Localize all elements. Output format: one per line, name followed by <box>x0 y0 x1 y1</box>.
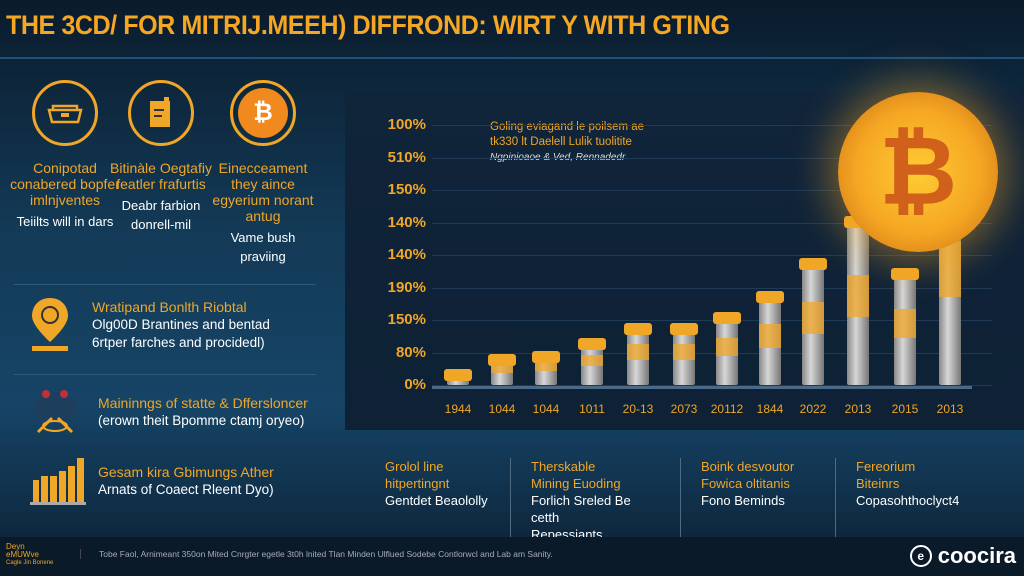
bar <box>444 369 472 385</box>
summary-col: Therskable Mining Euoding Forlich Sreled B… <box>510 458 680 543</box>
page-title: THE 3CD/ FOR MITRIJ.MEEH) DIFFROND: WIRT… <box>6 10 730 40</box>
gridline <box>432 385 992 386</box>
wallet-icon <box>32 80 98 146</box>
x-tick-label: 1044 <box>488 402 516 416</box>
bar <box>844 216 872 385</box>
y-tick-label: 140% <box>387 246 426 263</box>
feature-title: Conipotad conabered bopfer imlnjventes <box>10 160 120 208</box>
bar <box>670 322 698 385</box>
divider <box>0 57 1024 59</box>
bar <box>891 268 919 385</box>
gridline <box>432 320 992 321</box>
summary-col: Boink desvoutor Fowica oltitanis Fono Bemi… <box>680 458 835 543</box>
x-tick-label: 2013 <box>844 402 872 416</box>
divider <box>14 284 316 285</box>
feature-1: Conipotad conabered bopfer imlnjventes T… <box>10 80 120 231</box>
location-pin-icon <box>32 298 68 351</box>
y-tick-label: 150% <box>387 311 426 328</box>
gridline <box>432 157 992 159</box>
x-tick-label: 1944 <box>444 402 472 416</box>
row-title: Gesam kira Gbimungs Ather <box>98 464 274 480</box>
y-tick-label: 100% <box>387 116 426 133</box>
gridline <box>432 352 992 354</box>
bar <box>799 257 827 385</box>
y-tick-label: 80% <box>395 343 426 361</box>
bitcoin-coin-icon: ₿ <box>838 92 998 252</box>
x-tick-label: 2022 <box>799 402 827 416</box>
footer <box>0 537 1024 576</box>
bar <box>756 291 784 385</box>
feature-subtitle: Teiilts will in dars <box>16 214 114 229</box>
x-tick-label: 20112 <box>710 402 744 416</box>
x-tick-label: 1844 <box>756 402 784 416</box>
feature-3: ₿ Einecceament they aince egyerium noran… <box>208 80 318 266</box>
annotation-line: tk330 lt Daelell Lulik tuolitite <box>490 136 632 148</box>
gridline <box>432 287 992 289</box>
gridline <box>432 222 992 224</box>
gridline <box>432 190 992 191</box>
row-title: Wratipand Bonlth Riobtal <box>92 299 247 315</box>
gridline <box>432 125 992 126</box>
info-row-1: Wratipand Bonlth Riobtal Olg00D Brantines… <box>30 296 270 354</box>
row-text: (erown theit Bpomme ctamj oryeo) <box>98 413 305 428</box>
y-tick-label: 140% <box>387 213 426 231</box>
x-tick-label: 2073 <box>670 402 698 416</box>
feature-title: Einecceament they aince egyerium norant … <box>212 160 314 224</box>
annotation-line: Goling eviagand le poilsem ae <box>490 121 645 133</box>
feature-title: Bitinàle Oegtafiy featler frafurtis <box>110 160 212 192</box>
row-text: 6rtper farches and procidedl) <box>92 335 265 350</box>
info-row-3: Gesam kira Gbimungs Ather Arnats of Coaec… <box>30 456 274 506</box>
brand-logo[interactable]: e coocira <box>909 543 1016 569</box>
y-tick-label: 510% <box>387 148 426 166</box>
row-title: Maininngs of statte & Dffersloncer <box>98 395 308 411</box>
x-tick-label: 1044 <box>532 402 560 416</box>
mining-robot-icon <box>33 390 77 434</box>
x-tick-label: 2015 <box>891 402 919 416</box>
bitcoin-icon: ₿ <box>230 80 296 146</box>
bar <box>488 353 516 385</box>
divider <box>14 374 316 375</box>
feature-subtitle: Vame bush praviing <box>230 230 296 264</box>
bar <box>532 351 560 385</box>
y-tick-label: 150% <box>387 181 426 198</box>
feature-2: Bitinàle Oegtafiy featler frafurtis Deab… <box>106 80 216 234</box>
summary-col: Grolol line hitpertingnt Gentdet Beaololly <box>385 459 488 508</box>
gridline <box>432 255 992 256</box>
footer-text: Tobe Faol, Arnimeant 350on Mited Cnrgter… <box>80 549 553 559</box>
footer-logo: Deyn eMUWve Cagle Jin Bonene <box>6 542 54 567</box>
bar <box>624 322 652 385</box>
x-tick-label: 2013 <box>936 402 964 416</box>
row-text: Arnats of Coaect Rleent Dyo) <box>98 482 274 497</box>
x-tick-label: 20-13 <box>622 402 654 416</box>
info-row-2: Maininngs of statte & Dffersloncer (erown… <box>30 384 308 440</box>
feature-subtitle: Deabr farbion donrell-mil <box>121 198 201 232</box>
document-icon <box>128 80 194 146</box>
brand-icon: e <box>909 545 932 567</box>
y-tick-label: 0% <box>404 376 426 393</box>
row-text: Olg00D Brantines and bentad <box>92 317 270 332</box>
y-tick-label: 190% <box>387 278 426 296</box>
bar <box>713 312 741 385</box>
bar-chart-icon <box>30 458 86 505</box>
bottom-summary: Grolol line hitpertingnt Gentdet Beaololly… <box>365 458 995 543</box>
bar <box>578 338 606 385</box>
x-axis <box>432 386 972 389</box>
summary-col: Fereorium Biteinrs Copasohthoclyct4 <box>835 458 995 543</box>
brand-name: coocira <box>937 543 1016 568</box>
x-tick-label: 1011 <box>579 402 605 416</box>
